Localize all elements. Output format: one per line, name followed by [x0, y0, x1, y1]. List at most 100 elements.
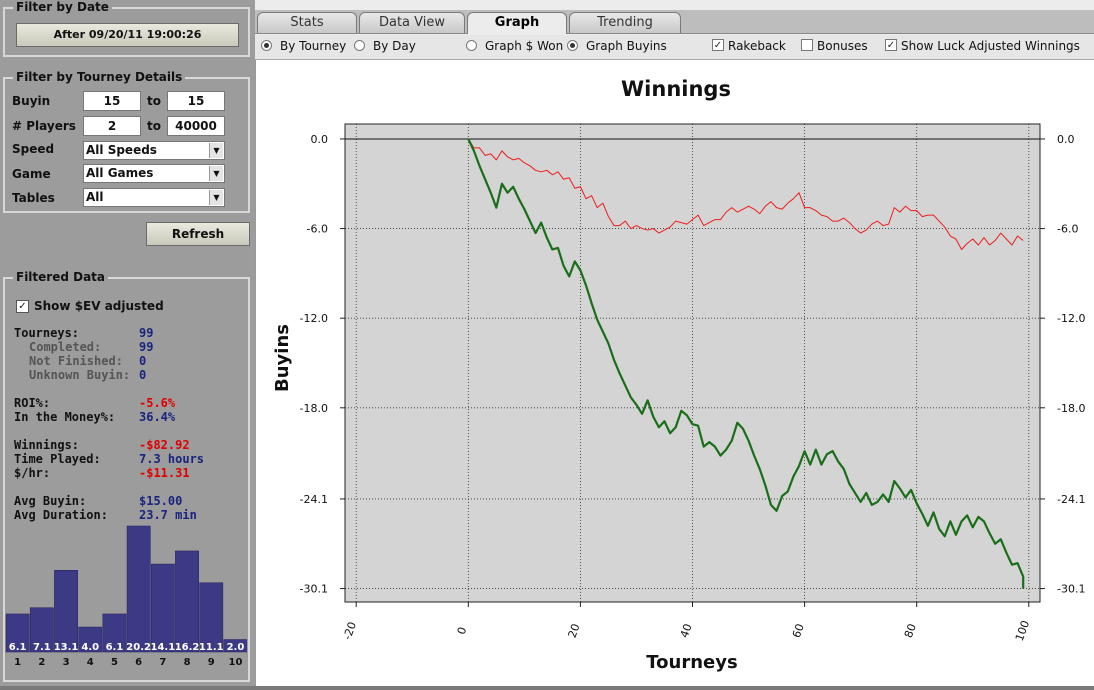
bonuses-checkbox[interactable]: [801, 39, 813, 51]
buyin-max-input[interactable]: 15: [167, 91, 225, 111]
bonuses-label[interactable]: Bonuses: [817, 39, 868, 53]
histogram-position-label: 7: [159, 657, 166, 668]
players-min-input[interactable]: 2: [83, 116, 141, 136]
game-select[interactable]: All Games ▼: [83, 164, 225, 183]
histogram-position-label: 3: [63, 657, 70, 668]
y-tick-label-right: -30.1: [1057, 583, 1085, 596]
by-tourney-label[interactable]: By Tourney: [280, 39, 347, 53]
stat-label: Avg Duration:: [14, 508, 108, 522]
x-tick-label: 60: [790, 622, 807, 640]
stat-label: Completed:: [29, 340, 102, 354]
histogram-bar: [102, 613, 127, 653]
y-tick-label-left: 0.0: [311, 133, 329, 146]
filter-by-date-group: Filter by Date After 09/20/11 19:00:26: [3, 1, 250, 57]
x-tick-label: 80: [902, 622, 919, 640]
graph-won-radio[interactable]: [466, 40, 477, 51]
buyin-label: Buyin: [12, 94, 51, 108]
tab-data-view[interactable]: Data View: [359, 12, 465, 33]
histogram-bar-label: 11.1: [199, 642, 224, 653]
y-tick-label-left: -18.0: [300, 402, 328, 415]
histogram-bar-label: 6.1: [9, 642, 27, 653]
winnings-chart: -20 0 20 40 60 80 100 0.0 0.0 -6.0 -6.0 -12.0 -12.0 -…: [255, 60, 1094, 686]
stat-value: -5.6%: [139, 396, 176, 410]
rakeback-checkbox[interactable]: ✓: [712, 39, 724, 51]
histogram-bar: [126, 525, 151, 653]
luck-adjusted-label[interactable]: Show Luck Adjusted Winnings: [901, 39, 1080, 53]
stat-label: $/hr:: [14, 466, 51, 480]
y-tick-label-right: -24.1: [1057, 493, 1085, 506]
by-tourney-radio[interactable]: [261, 40, 272, 51]
stat-value: 36.4%: [139, 410, 176, 424]
tab-bar: Stats Data View Graph Trending: [255, 10, 1094, 34]
stat-value: -$82.92: [139, 438, 190, 452]
winnings-chart-svg: -20 0 20 40 60 80 100 0.0 0.0 -6.0 -6.0 -12.0 -12.0 -…: [272, 77, 1085, 673]
luck-adjusted-checkbox[interactable]: ✓: [885, 39, 897, 51]
graph-won-label[interactable]: Graph $ Won: [485, 39, 564, 53]
y-tick-label-right: -18.0: [1057, 402, 1085, 415]
histogram-bar: [29, 607, 54, 653]
stat-label: In the Money%:: [14, 410, 116, 424]
stat-label: Not Finished:: [29, 354, 123, 368]
x-tick-label: 40: [678, 622, 695, 640]
filtered-data-title: Filtered Data: [13, 271, 109, 284]
filter-by-tourney-group: Filter by Tourney Details Buyin 15 to 15…: [3, 71, 250, 213]
speed-label: Speed: [12, 142, 55, 156]
game-label: Game: [12, 167, 51, 181]
show-ev-checkbox[interactable]: ✓: [16, 300, 29, 313]
stat-label: Unknown Buyin:: [29, 368, 131, 382]
tables-label: Tables: [12, 191, 55, 205]
graph-options-bar: By Tourney By Day Graph $ Won Graph Buyi…: [255, 35, 1094, 60]
histogram-bar-label: 20.2: [126, 642, 151, 653]
by-day-label[interactable]: By Day: [373, 39, 416, 53]
by-day-radio[interactable]: [354, 40, 365, 51]
buyin-min-input[interactable]: 15: [83, 91, 141, 111]
histogram-bar: [223, 639, 247, 653]
tab-trending[interactable]: Trending: [569, 12, 681, 33]
buyin-to-label: to: [147, 94, 161, 108]
histogram-bar: [5, 613, 30, 653]
stat-label: Time Played:: [14, 452, 101, 466]
histogram-position-label: 5: [111, 657, 118, 668]
chevron-down-icon[interactable]: ▼: [209, 166, 223, 181]
plot-area: [344, 123, 1041, 603]
stat-value: 99: [139, 340, 154, 354]
refresh-button[interactable]: Refresh: [146, 222, 250, 246]
histogram-position-label: 9: [208, 657, 215, 668]
x-tick-label: 0: [455, 625, 470, 636]
rakeback-label[interactable]: Rakeback: [728, 39, 786, 53]
main-panel: Stats Data View Graph Trending By Tourne…: [255, 0, 1094, 686]
players-max-input[interactable]: 40000: [167, 116, 225, 136]
stat-value: $15.00: [139, 494, 183, 508]
stat-label: Winnings:: [14, 438, 80, 452]
stat-value: -$11.31: [139, 466, 190, 480]
histogram-position-label: 6: [135, 657, 142, 668]
tables-select-value: All: [86, 190, 104, 204]
histogram-bar-label: 16.2: [175, 642, 200, 653]
tables-select[interactable]: All ▼: [83, 188, 225, 207]
luck-adjusted-series-line: [467, 138, 1024, 250]
chevron-down-icon[interactable]: ▼: [209, 190, 223, 205]
speed-select[interactable]: All Speeds ▼: [83, 141, 225, 160]
filtered-data-group: Filtered Data ✓ Show $EV adjusted Tourne…: [3, 271, 250, 682]
histogram-position-label: 1: [14, 657, 21, 668]
tab-graph[interactable]: Graph: [467, 12, 567, 34]
graph-buyins-radio[interactable]: [567, 40, 578, 51]
histogram-bar: [78, 626, 103, 653]
date-filter-button[interactable]: After 09/20/11 19:00:26: [16, 23, 239, 47]
graph-buyins-label[interactable]: Graph Buyins: [586, 39, 667, 53]
chevron-down-icon[interactable]: ▼: [209, 143, 223, 158]
chart-title: Winnings: [621, 77, 731, 101]
y-axis-label: Buyins: [272, 324, 293, 392]
show-ev-label: Show $EV adjusted: [34, 299, 164, 313]
tab-stats[interactable]: Stats: [257, 12, 357, 33]
y-tick-label-right: -12.0: [1057, 312, 1085, 325]
stat-value: 7.3 hours: [139, 452, 205, 466]
stat-label: Avg Buyin:: [14, 494, 87, 508]
players-label: # Players: [12, 119, 76, 133]
histogram-position-label: 10: [228, 657, 242, 668]
histogram-bar: [150, 563, 175, 653]
stat-value: 99: [139, 326, 154, 340]
histogram-position-label: 8: [184, 657, 191, 668]
filter-by-date-title: Filter by Date: [13, 1, 112, 14]
filter-by-tourney-title: Filter by Tourney Details: [13, 71, 186, 84]
